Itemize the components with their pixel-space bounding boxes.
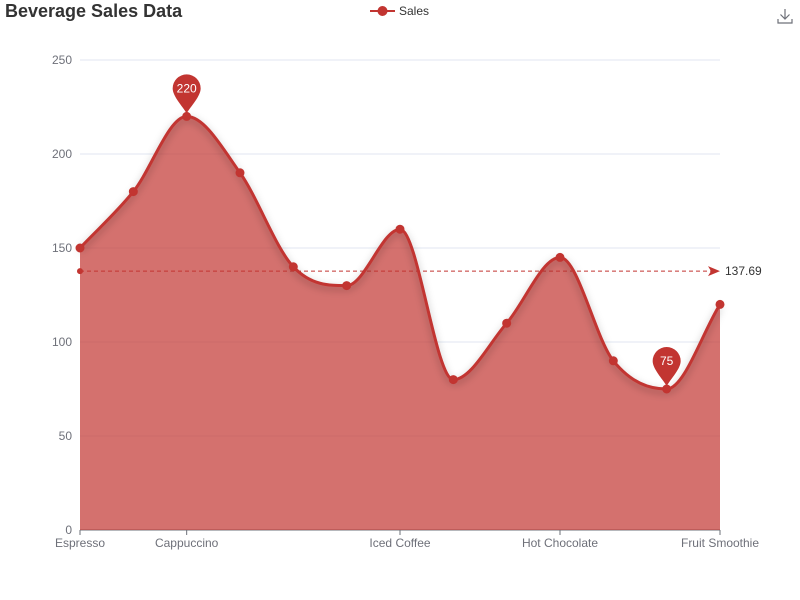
data-point-iced-coffee	[395, 224, 405, 234]
data-point-tea	[448, 375, 458, 385]
y-tick-label: 250	[52, 53, 72, 67]
mark-point-max: 220	[172, 74, 201, 114]
mark-point-label: 220	[177, 81, 197, 95]
legend-label: Sales	[399, 4, 430, 18]
data-point-cappuccino	[182, 111, 192, 121]
data-point-chai	[608, 356, 618, 366]
y-tick-label: 200	[52, 147, 72, 161]
mark-point-pin	[652, 347, 681, 386]
data-point-mocha	[235, 168, 245, 178]
download-button[interactable]	[776, 7, 794, 25]
data-point-latte	[128, 187, 138, 197]
x-tick-label: Iced Coffee	[369, 536, 430, 550]
y-tick-label: 0	[65, 523, 72, 537]
x-tick-label: Hot Chocolate	[522, 536, 598, 550]
x-tick-label: Espresso	[55, 536, 105, 550]
mark-point-label: 75	[660, 354, 674, 368]
data-point-green-tea	[502, 318, 512, 328]
data-point-espresso	[75, 243, 85, 253]
data-point-hot-chocolate	[555, 252, 565, 262]
average-mark-line-label: 137.69	[725, 264, 762, 278]
legend-item-sales[interactable]: Sales	[370, 3, 429, 19]
x-tick-label: Cappuccino	[155, 536, 219, 550]
average-mark-line-start	[77, 268, 83, 275]
mark-point-min: 75	[652, 347, 681, 386]
x-tick-label: Fruit Smoothie	[681, 536, 759, 550]
mark-point-pin	[172, 74, 201, 114]
data-point-smoothie	[662, 384, 672, 394]
legend-line-circle-icon	[370, 6, 395, 16]
chart-title: Beverage Sales Data	[5, 1, 183, 21]
y-tick-label: 150	[52, 241, 72, 255]
data-point-fruit-smoothie	[715, 299, 725, 309]
y-tick-label: 100	[52, 335, 72, 349]
series-area-sales	[80, 116, 720, 531]
data-point-americano	[288, 262, 298, 272]
data-point-macchiato	[342, 281, 352, 291]
y-tick-label: 50	[59, 429, 73, 443]
average-mark-line-arrow	[708, 266, 720, 277]
download-icon	[777, 9, 793, 24]
